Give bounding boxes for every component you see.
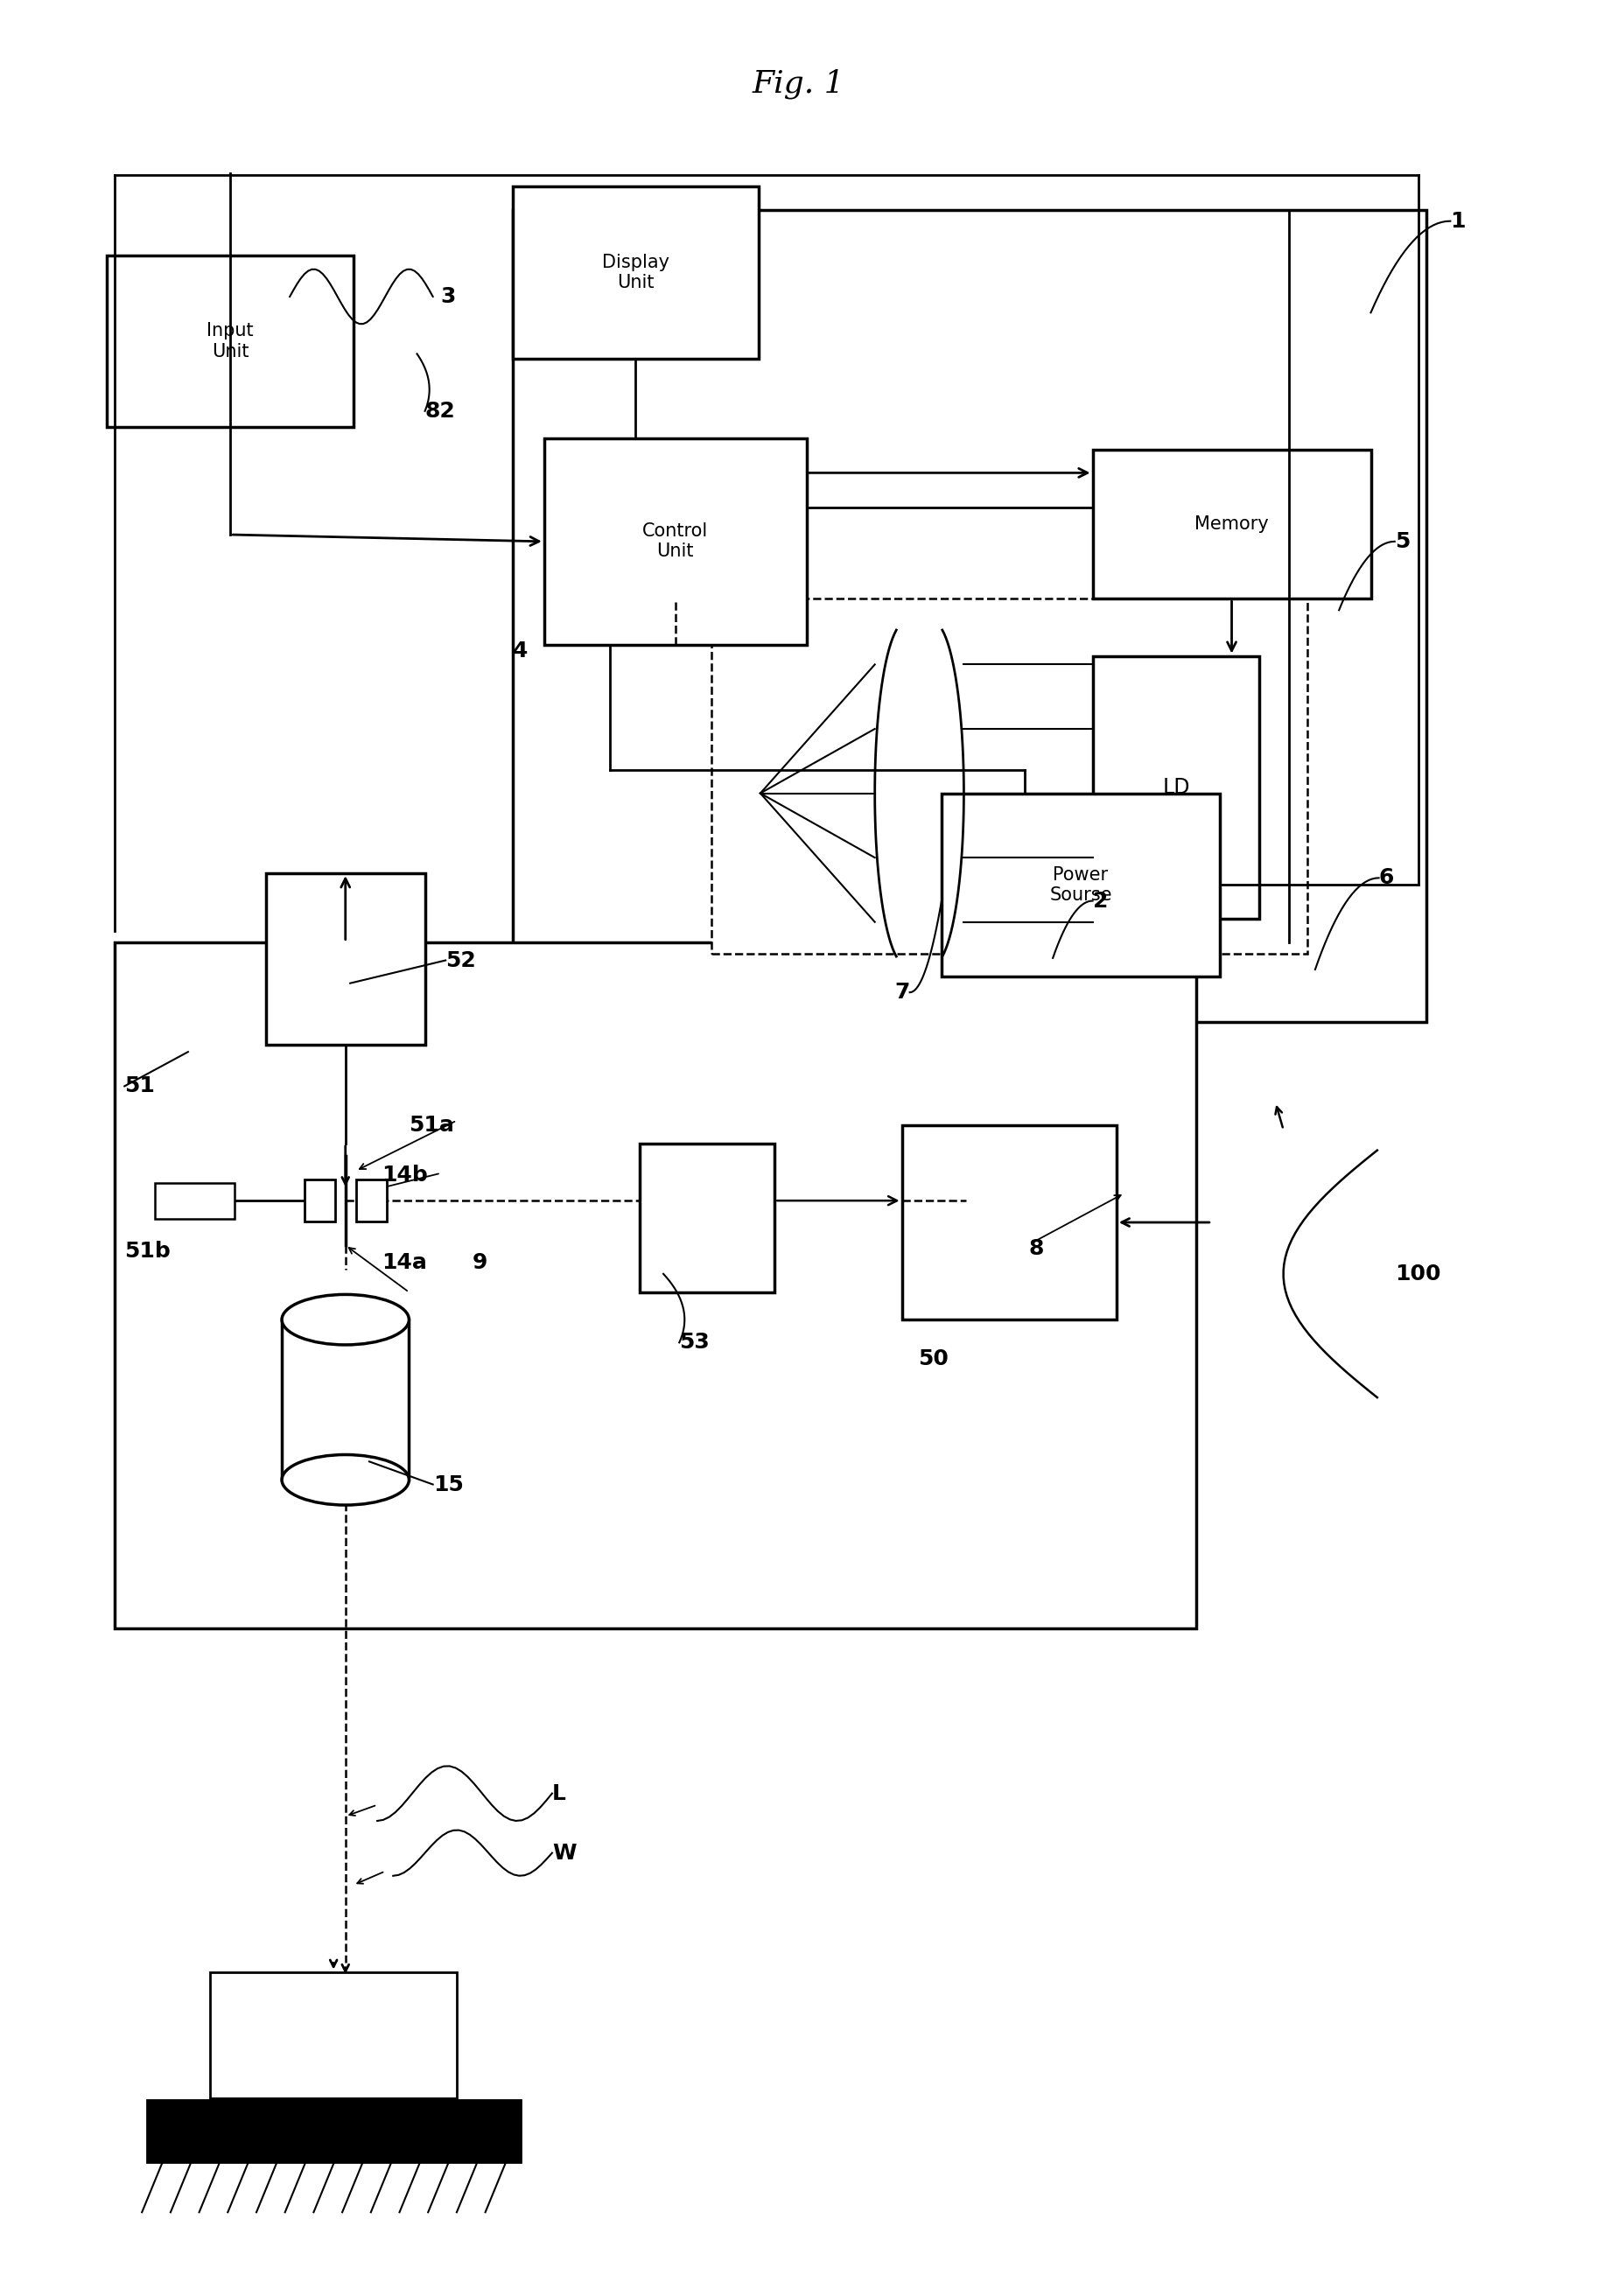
FancyBboxPatch shape	[902, 1125, 1116, 1320]
Text: 100: 100	[1394, 1263, 1440, 1283]
FancyBboxPatch shape	[711, 599, 1308, 953]
Text: Display
Unit: Display Unit	[602, 253, 669, 292]
Text: 51: 51	[125, 1077, 155, 1097]
Ellipse shape	[281, 1295, 409, 1345]
Text: L: L	[553, 1784, 565, 1805]
Text: Memory: Memory	[1195, 517, 1268, 533]
Text: 82: 82	[425, 400, 455, 422]
Text: 50: 50	[918, 1348, 949, 1368]
FancyBboxPatch shape	[513, 209, 1426, 1022]
FancyBboxPatch shape	[1092, 450, 1370, 599]
Text: W: W	[553, 1841, 577, 1864]
FancyBboxPatch shape	[107, 255, 353, 427]
Text: Input
Unit: Input Unit	[206, 321, 254, 360]
FancyBboxPatch shape	[545, 439, 806, 645]
Text: 14a: 14a	[382, 1251, 428, 1272]
Text: 4: 4	[513, 641, 529, 661]
Text: Control
Unit: Control Unit	[642, 523, 707, 560]
FancyBboxPatch shape	[147, 2101, 521, 2163]
Text: 9: 9	[473, 1251, 487, 1272]
FancyBboxPatch shape	[211, 1972, 457, 2099]
Text: LD: LD	[1163, 776, 1190, 799]
Text: 15: 15	[433, 1474, 463, 1495]
Ellipse shape	[281, 1456, 409, 1506]
FancyBboxPatch shape	[356, 1180, 386, 1221]
Text: 1: 1	[1450, 211, 1466, 232]
Text: 7: 7	[894, 983, 910, 1003]
FancyBboxPatch shape	[1092, 657, 1260, 918]
FancyBboxPatch shape	[115, 941, 1196, 1628]
Text: 52: 52	[446, 951, 476, 971]
Text: 3: 3	[441, 287, 457, 308]
Text: Power
Sourse: Power Sourse	[1049, 866, 1112, 905]
Text: 5: 5	[1394, 530, 1410, 551]
Text: 6: 6	[1378, 868, 1394, 889]
FancyBboxPatch shape	[942, 792, 1220, 976]
FancyBboxPatch shape	[155, 1182, 235, 1219]
FancyBboxPatch shape	[281, 1320, 409, 1481]
Text: Fig. 1: Fig. 1	[752, 69, 845, 99]
Text: 8: 8	[1028, 1238, 1044, 1258]
FancyBboxPatch shape	[639, 1143, 775, 1293]
FancyBboxPatch shape	[303, 1180, 335, 1221]
Text: 51b: 51b	[125, 1240, 171, 1261]
Text: 53: 53	[679, 1332, 709, 1352]
FancyBboxPatch shape	[267, 872, 425, 1045]
FancyBboxPatch shape	[513, 186, 759, 358]
Text: 2: 2	[1092, 891, 1108, 912]
Text: 51a: 51a	[409, 1114, 455, 1137]
Text: 14b: 14b	[382, 1164, 428, 1187]
